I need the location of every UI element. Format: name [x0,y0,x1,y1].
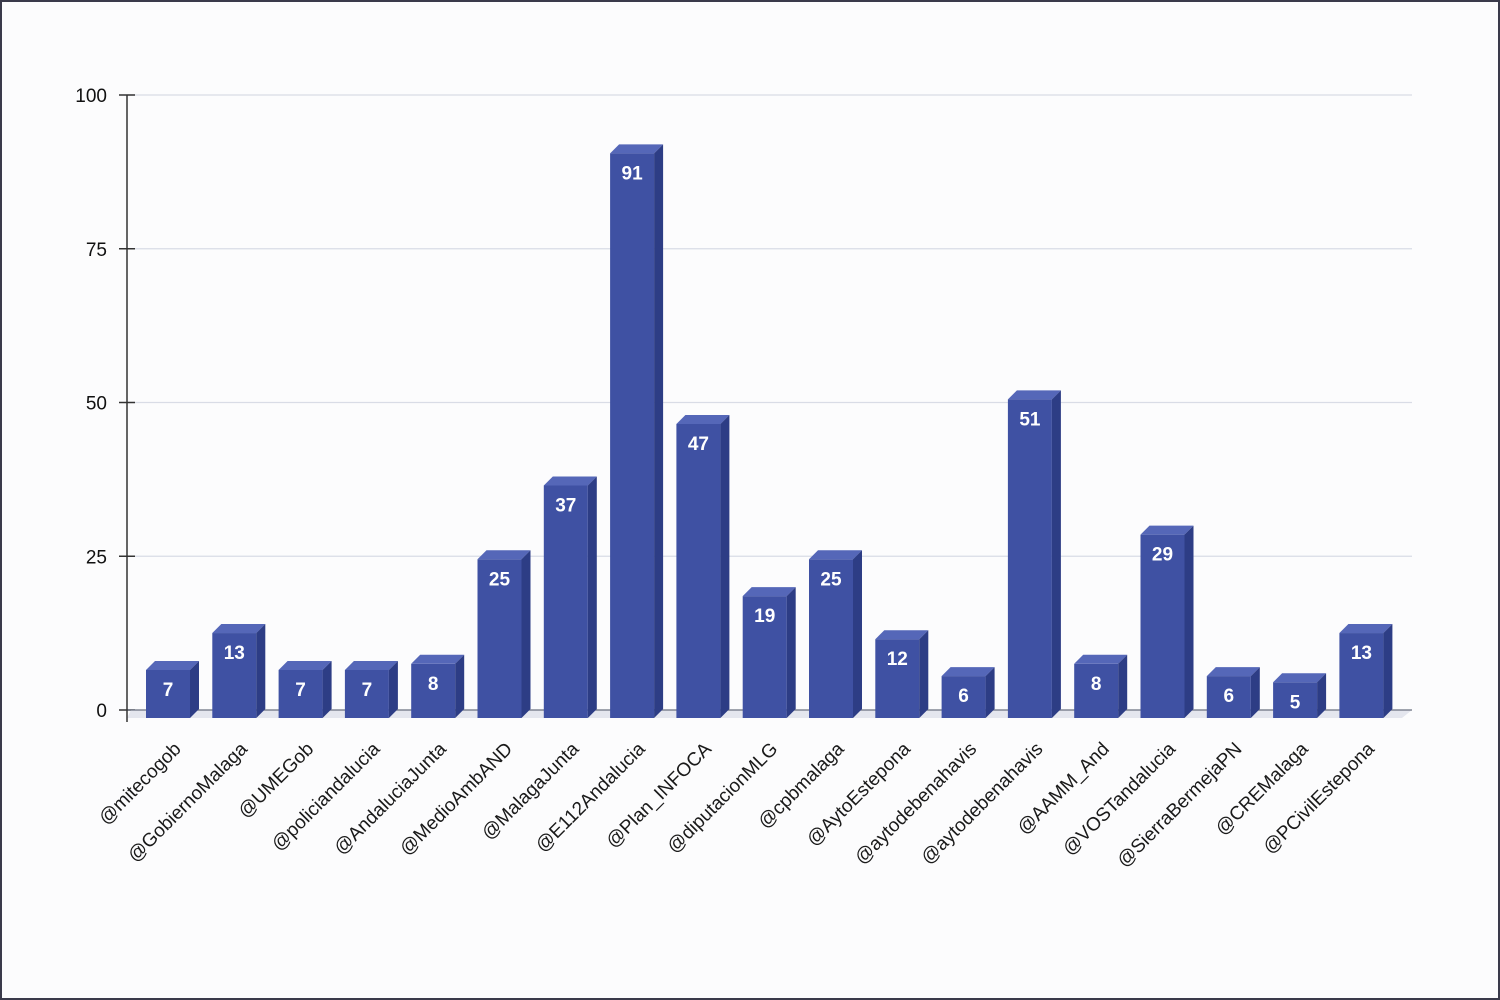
bar-side [388,660,398,718]
bar-value-label: 19 [754,606,775,627]
bar-side [654,144,664,719]
bar-top [676,414,730,424]
x-category-label: @AndaluciaJunta [330,738,451,859]
bar-front [1339,633,1384,718]
bar-front [1206,676,1251,718]
bar-top [809,550,862,560]
bar-top [344,660,398,670]
bar-top [477,550,531,560]
bar-side [1317,673,1327,718]
bar-top [543,476,597,486]
bar-value-label: 7 [163,680,174,701]
bar-top [1074,654,1128,664]
bar-side [853,550,862,718]
bar-front [543,485,588,718]
bar-value-label: 6 [958,686,969,707]
bar-side [985,667,995,718]
bar-top [278,660,332,670]
bar-side [1184,525,1194,718]
bar-value-label: 7 [295,680,306,701]
bar-value-label: 5 [1290,692,1301,713]
bar-front [278,669,323,718]
y-tick-label: 0 [96,701,107,722]
bar-side [256,624,266,718]
x-category-label: @aytodebenahavis [917,739,1047,869]
bar-value-label: 12 [887,649,908,670]
bar-value-label: 8 [1091,674,1102,695]
y-tick-label: 75 [86,240,107,261]
bar-value-label: 7 [362,680,373,701]
bar-value-label: 8 [428,674,439,695]
bar-top [1007,390,1061,400]
bar-value-label: 91 [622,163,644,184]
x-category-label: @diputacionMLG [663,739,782,858]
x-category-label: @MedioAmbAND [396,739,517,860]
x-category-label: @GobiernoMalaga [124,738,252,866]
bar-front [1273,682,1318,718]
bar-value-label: 29 [1152,545,1173,566]
bar-front [610,153,655,719]
x-category-label: @SierraBermejaPN [1113,739,1246,872]
y-tick-label: 25 [86,547,107,568]
bar-value-label: 13 [224,643,245,664]
bar-front [1140,534,1185,718]
bar-front [809,559,853,718]
bar-front [941,676,986,718]
x-category-label: @PCivilEstepona [1259,738,1379,858]
bar-top [610,144,664,154]
bar-top [1206,667,1260,677]
bar-front [1007,399,1052,718]
bar-front [742,596,787,718]
bar-top [411,654,465,664]
bar-value-label: 25 [820,569,842,590]
bar-side [1250,667,1260,718]
bar-value-label: 13 [1351,643,1372,664]
bar-front [411,663,456,718]
bar-top [146,660,199,670]
bar-top [941,667,995,677]
bar-top [212,624,266,634]
bar-side [322,660,332,718]
bar-front [212,633,257,718]
x-category-label: @E112Andalucia [532,738,650,856]
bar-front [1074,663,1119,718]
bar-side [720,414,730,718]
bar-top [1140,525,1194,535]
bar-side [1383,624,1393,718]
bar-top [742,587,796,597]
bar-side [919,630,929,718]
bar-side [1051,390,1061,718]
bar-front [676,423,721,718]
bar-side [786,587,796,718]
bar-front [477,559,522,718]
bar-front [875,639,920,718]
bar-side [1118,654,1128,718]
x-category-label: @VOSTandalucia [1059,738,1180,859]
x-category-label: @aytodebenahavis [851,739,981,869]
bar-value-label: 47 [688,434,709,455]
bar-top [875,630,929,640]
bar-side [455,654,465,718]
bar-side [587,476,597,718]
bar-value-label: 25 [489,569,511,590]
y-tick-label: 50 [86,394,107,415]
bar-front [146,669,190,718]
bar-value-label: 6 [1224,686,1235,707]
y-tick-label: 100 [75,86,107,107]
bar-value-label: 51 [1019,409,1041,430]
bar-top [1273,673,1327,683]
bar-value-label: 37 [555,495,576,516]
bar-front [344,669,389,718]
bar-side [521,550,531,718]
bar-side [190,660,199,718]
bar-top [1339,624,1393,634]
